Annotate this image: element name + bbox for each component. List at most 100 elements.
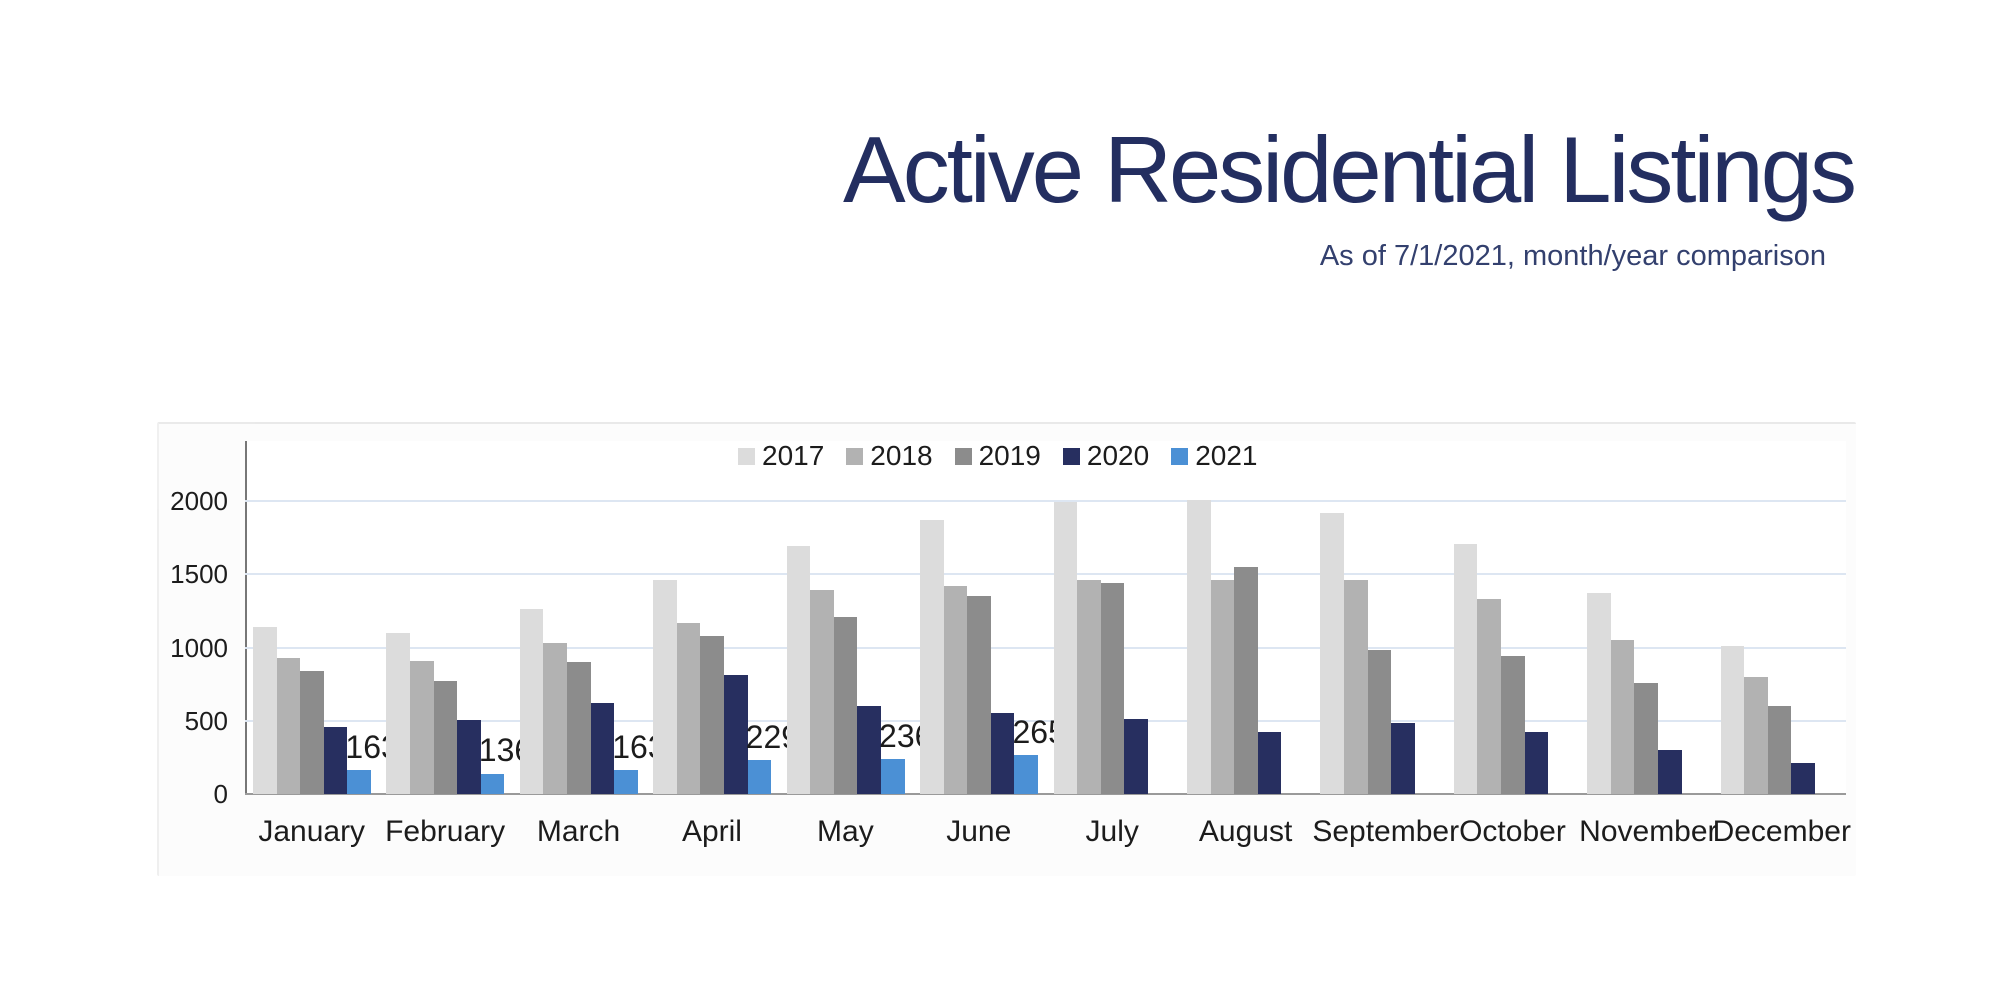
bar-2019-june (967, 596, 991, 794)
bar-2018-november (1610, 640, 1635, 794)
bar-group-october (1446, 441, 1579, 794)
bar-2021-june (1014, 755, 1039, 794)
legend-swatch-2019 (954, 447, 972, 465)
bar-2018-april (676, 622, 701, 794)
bar-group-april: 229 (645, 441, 799, 794)
bar-group-august (1179, 441, 1312, 794)
y-tick-label-1500: 1500 (170, 559, 228, 590)
legend-item-2020: 2020 (1062, 440, 1150, 471)
bar-group-may: 236 (779, 441, 932, 794)
bar-2018-february (410, 660, 434, 794)
gridline-2000 (245, 500, 1846, 502)
legend-swatch-2020 (1062, 447, 1080, 465)
legend-item-2019: 2019 (954, 442, 1041, 470)
bar-2019-september (1367, 650, 1392, 794)
bar-2018-march (543, 643, 568, 794)
bar-2021-april (747, 760, 772, 794)
month-label-july: July (1085, 815, 1139, 848)
bar-2020-february (457, 720, 481, 794)
month-label-october: October (1459, 815, 1566, 848)
bar-2018-july (1077, 580, 1101, 794)
bar-2020-may (857, 706, 882, 794)
y-tick-label-1000: 1000 (170, 632, 228, 663)
month-label-december: December (1712, 815, 1851, 848)
bar-2017-may (786, 546, 811, 794)
bar-2021-january (347, 770, 371, 794)
bar-2018-december (1744, 676, 1768, 794)
bar-2018-january (276, 657, 301, 794)
bar-2020-september (1391, 722, 1415, 794)
y-axis-line (245, 441, 247, 794)
month-label-june: June (946, 815, 1012, 848)
bar-2017-november (1587, 593, 1611, 794)
legend-swatch-2021 (1171, 447, 1189, 465)
legend-label-2020: 2020 (1086, 440, 1150, 471)
legend-label-2018: 2018 (870, 440, 933, 471)
month-label-november: November (1579, 815, 1718, 848)
bar-2017-july (1053, 502, 1078, 794)
bar-2017-august (1186, 499, 1211, 794)
y-tick-label-0: 0 (213, 779, 228, 809)
bar-2018-october (1477, 599, 1501, 794)
x-axis-line (245, 793, 1846, 795)
bar-2020-june (990, 713, 1015, 794)
bar-2017-march (519, 609, 544, 794)
bar-2018-august (1210, 580, 1235, 794)
bar-2017-january (253, 627, 277, 794)
bar-2020-october (1524, 732, 1549, 794)
legend-item-2017: 2017 (738, 442, 824, 470)
bar-2019-november (1634, 682, 1658, 794)
bar-2018-may (810, 590, 834, 794)
bar-2020-july (1124, 719, 1148, 794)
bar-2020-march (590, 703, 615, 794)
gridline-1500 (245, 573, 1846, 576)
legend-label-2017: 2017 (762, 440, 825, 471)
legend-swatch-2018 (846, 447, 864, 465)
bar-2020-december (1791, 763, 1815, 794)
bar-2020-january (323, 726, 348, 794)
y-tick-label-500: 500 (184, 705, 228, 736)
bar-group-march: 163 (512, 441, 666, 794)
legend-item-2021: 2021 (1171, 442, 1257, 470)
bar-group-june: 265 (912, 441, 1066, 794)
bar-2021-february (480, 774, 505, 794)
bar-2021-may (881, 759, 905, 794)
bar-group-january: 163 (245, 441, 399, 794)
bar-2019-october (1500, 656, 1525, 794)
bar-group-february: 136 (378, 441, 532, 794)
bar-2019-december (1767, 706, 1792, 794)
bar-2017-april (653, 580, 677, 794)
chart-legend: 2017 2018 2019 2020 2021 (738, 442, 1279, 470)
month-label-september: September (1312, 815, 1460, 848)
chart-title: Active Residential Listings (843, 117, 1857, 222)
bar-2018-september (1343, 580, 1368, 794)
bar-2017-september (1320, 512, 1344, 794)
bar-2019-may (833, 616, 858, 794)
bar-2017-december (1720, 646, 1745, 794)
bar-2019-march (567, 662, 591, 794)
bar-2017-june (920, 520, 944, 794)
bar-2019-january (300, 670, 324, 794)
month-label-april: April (681, 815, 742, 848)
bar-group-july (1046, 441, 1179, 794)
bar-2017-october (1453, 543, 1478, 794)
legend-swatch-2017 (738, 447, 755, 465)
chart-background-panel (157, 422, 1856, 876)
bar-2020-april (724, 675, 748, 794)
bar-group-november (1579, 441, 1712, 794)
month-label-august: August (1198, 815, 1293, 848)
month-label-may: May (817, 815, 874, 848)
bar-2019-april (700, 635, 725, 794)
month-label-february: February (385, 815, 506, 848)
bar-2018-june (943, 585, 968, 794)
y-tick-label-2000: 2000 (170, 486, 228, 516)
legend-label-2021: 2021 (1195, 440, 1258, 471)
bar-group-december (1713, 441, 1846, 794)
bar-2020-august (1257, 732, 1282, 794)
bar-2017-february (386, 632, 410, 794)
plot-area: 163 136 163 229 236 265 (245, 441, 1846, 795)
month-label-march: March (536, 815, 621, 848)
bar-group-september (1312, 441, 1445, 794)
bar-2019-august (1234, 566, 1258, 794)
